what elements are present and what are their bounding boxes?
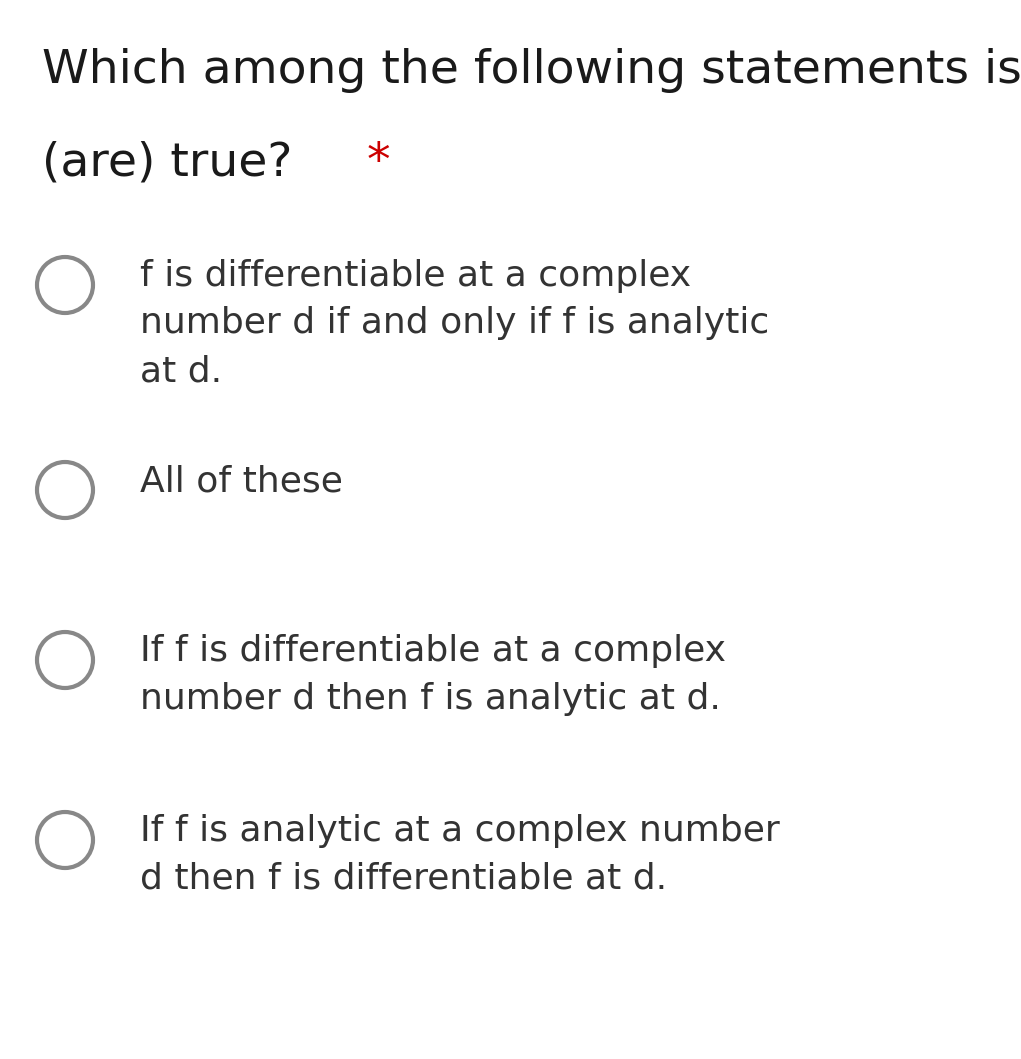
Text: If f is analytic at a complex number
d then f is differentiable at d.: If f is analytic at a complex number d t… bbox=[140, 814, 780, 896]
Text: *: * bbox=[352, 140, 391, 185]
Text: If f is differentiable at a complex
number d then f is analytic at d.: If f is differentiable at a complex numb… bbox=[140, 634, 726, 716]
Text: All of these: All of these bbox=[140, 464, 343, 498]
Text: (are) true?: (are) true? bbox=[42, 140, 292, 185]
Text: f is differentiable at a complex
number d if and only if f is analytic
at d.: f is differentiable at a complex number … bbox=[140, 259, 769, 388]
Text: Which among the following statements is: Which among the following statements is bbox=[42, 48, 1021, 93]
